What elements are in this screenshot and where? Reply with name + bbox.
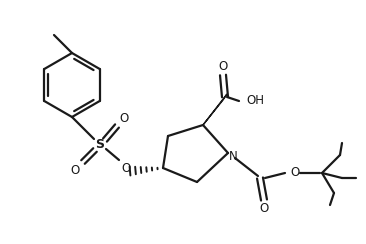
Text: O: O: [290, 166, 300, 180]
Text: O: O: [122, 162, 131, 174]
Text: S: S: [96, 139, 105, 152]
Text: O: O: [259, 202, 269, 214]
Polygon shape: [203, 94, 227, 125]
Text: O: O: [219, 61, 228, 73]
Text: O: O: [119, 112, 128, 125]
Text: N: N: [229, 150, 238, 163]
Text: O: O: [70, 163, 80, 176]
Text: OH: OH: [246, 94, 264, 108]
